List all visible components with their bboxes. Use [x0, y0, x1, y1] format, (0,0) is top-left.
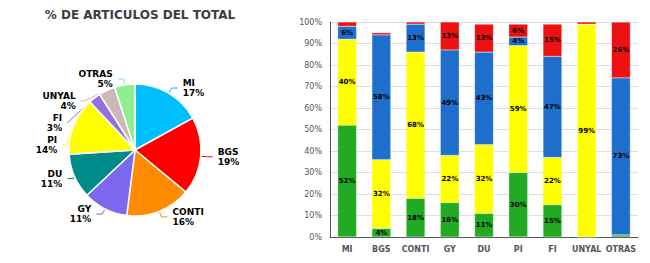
- svg-text:11%: 11%: [41, 179, 63, 189]
- svg-text:UNYAL: UNYAL: [43, 91, 76, 101]
- svg-text:14%: 14%: [36, 145, 58, 155]
- svg-text:13%: 13%: [407, 34, 424, 42]
- svg-text:DU: DU: [48, 169, 63, 179]
- svg-text:32%: 32%: [373, 190, 390, 198]
- svg-text:CONTI: CONTI: [402, 245, 430, 254]
- svg-text:BGS: BGS: [218, 147, 239, 157]
- svg-text:10%: 10%: [304, 211, 322, 220]
- svg-text:17%: 17%: [183, 88, 205, 98]
- svg-text:% DE ARTICULOS DEL TOTAL: % DE ARTICULOS DEL TOTAL: [45, 8, 236, 22]
- svg-text:GY: GY: [78, 204, 92, 214]
- svg-text:6%: 6%: [341, 29, 353, 37]
- svg-text:40%: 40%: [339, 78, 356, 86]
- svg-text:FI: FI: [53, 113, 63, 123]
- svg-text:60%: 60%: [304, 104, 322, 113]
- svg-text:43%: 43%: [476, 94, 493, 102]
- svg-text:90%: 90%: [304, 39, 322, 48]
- svg-text:70%: 70%: [304, 82, 322, 91]
- svg-text:6%: 6%: [512, 27, 524, 35]
- svg-text:OTRAS: OTRAS: [79, 69, 113, 79]
- svg-text:15%: 15%: [544, 217, 561, 225]
- svg-text:16%: 16%: [441, 216, 458, 224]
- svg-text:80%: 80%: [304, 61, 322, 70]
- svg-text:22%: 22%: [441, 175, 458, 183]
- svg-text:4%: 4%: [512, 37, 524, 45]
- svg-text:OTRAS: OTRAS: [606, 245, 637, 254]
- svg-text:22%: 22%: [544, 177, 561, 185]
- svg-text:16%: 16%: [173, 217, 195, 227]
- svg-text:30%: 30%: [304, 168, 322, 177]
- svg-text:15%: 15%: [544, 36, 561, 44]
- svg-text:PI: PI: [514, 245, 523, 254]
- svg-text:19%: 19%: [218, 157, 240, 167]
- svg-text:MI: MI: [342, 245, 353, 254]
- svg-text:MI: MI: [183, 78, 195, 88]
- svg-text:13%: 13%: [441, 32, 458, 40]
- svg-text:DU: DU: [477, 245, 490, 254]
- svg-text:99%: 99%: [578, 127, 595, 135]
- svg-text:3%: 3%: [47, 123, 62, 133]
- svg-text:26%: 26%: [613, 46, 630, 54]
- svg-text:58%: 58%: [373, 93, 390, 101]
- svg-text:50%: 50%: [304, 125, 322, 134]
- svg-text:0%: 0%: [309, 233, 322, 242]
- svg-text:47%: 47%: [544, 103, 561, 111]
- svg-text:BGS: BGS: [372, 245, 391, 254]
- svg-text:GY: GY: [444, 245, 456, 254]
- svg-text:4%: 4%: [375, 229, 387, 237]
- svg-text:100%: 100%: [299, 18, 322, 27]
- svg-text:59%: 59%: [510, 105, 527, 113]
- svg-text:40%: 40%: [304, 147, 322, 156]
- svg-text:4%: 4%: [60, 101, 75, 111]
- svg-text:CONTI: CONTI: [173, 207, 204, 217]
- svg-text:11%: 11%: [476, 221, 493, 229]
- svg-text:FI: FI: [548, 245, 556, 254]
- svg-text:73%: 73%: [613, 152, 630, 160]
- svg-text:PI: PI: [47, 135, 57, 145]
- svg-text:30%: 30%: [510, 201, 527, 209]
- svg-text:5%: 5%: [97, 79, 112, 89]
- svg-text:UNYAL: UNYAL: [572, 245, 602, 254]
- svg-text:32%: 32%: [476, 175, 493, 183]
- svg-text:49%: 49%: [441, 99, 458, 107]
- svg-text:11%: 11%: [70, 214, 92, 224]
- svg-text:13%: 13%: [476, 34, 493, 42]
- svg-text:52%: 52%: [339, 177, 356, 185]
- svg-text:20%: 20%: [304, 190, 322, 199]
- svg-text:68%: 68%: [407, 121, 424, 129]
- svg-text:18%: 18%: [407, 214, 424, 222]
